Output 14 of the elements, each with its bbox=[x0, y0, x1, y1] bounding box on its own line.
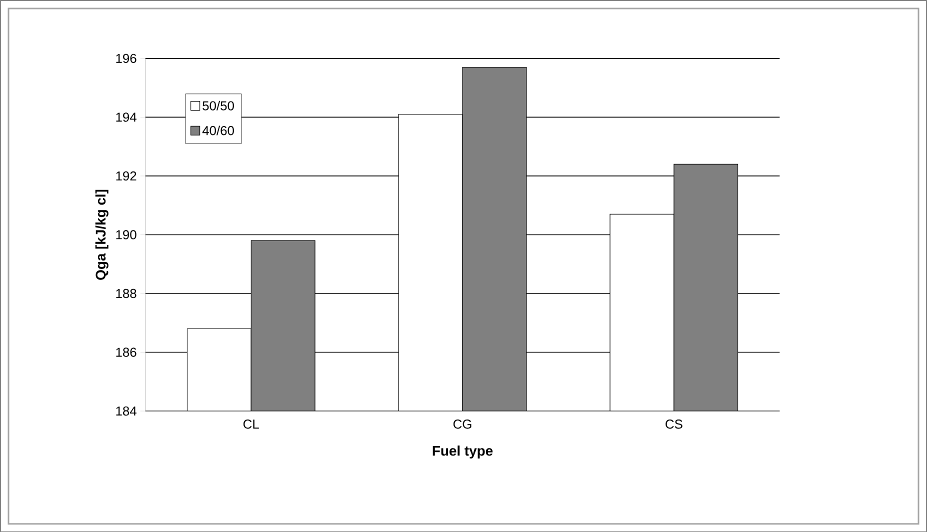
x-axis-title: Fuel type bbox=[432, 445, 493, 458]
y-tick-label: 196 bbox=[116, 54, 136, 63]
y-tick-label: 190 bbox=[116, 230, 136, 240]
y-tick-label: 184 bbox=[116, 406, 136, 416]
y-tick-label: 194 bbox=[116, 112, 136, 122]
legend-label: 40/60 bbox=[202, 125, 234, 135]
x-tick-label: CG bbox=[453, 419, 472, 429]
y-tick-label: 192 bbox=[116, 171, 136, 180]
y-tick-label: 186 bbox=[116, 347, 136, 357]
x-tick-label: CL bbox=[243, 419, 259, 429]
x-tick-label: CS bbox=[666, 419, 682, 429]
legend-label: 50/50 bbox=[202, 100, 234, 110]
y-axis-title: Qga [kJ/kg cl] bbox=[95, 190, 108, 280]
y-tick-label: 188 bbox=[116, 288, 136, 298]
